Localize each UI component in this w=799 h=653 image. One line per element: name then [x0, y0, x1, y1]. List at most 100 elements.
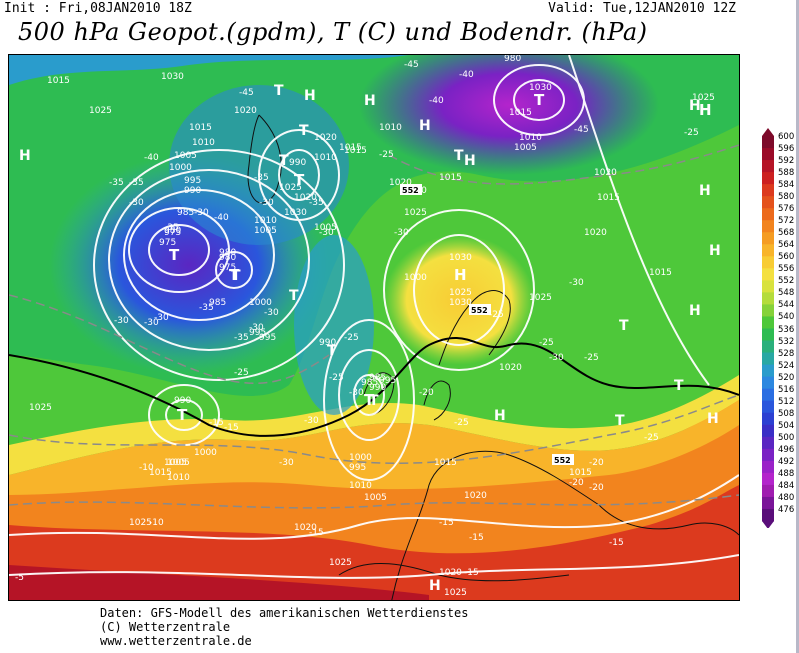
map-symbol: H — [707, 411, 719, 427]
isobar-label: 1005 — [314, 223, 337, 233]
map-symbol: H — [19, 148, 31, 164]
colorbar-swatch — [762, 136, 774, 149]
low-center-t: T — [229, 266, 240, 284]
colorbar-swatch — [762, 496, 774, 510]
isobar-label: 1010 — [192, 138, 215, 148]
colorbar-swatch — [762, 412, 774, 426]
isobar-label: 1025 — [129, 518, 152, 528]
map-symbol: H — [364, 93, 376, 109]
temperature-label: -35 — [309, 198, 324, 208]
colorbar-swatch — [762, 352, 774, 366]
center-value: 1030 — [449, 253, 472, 263]
low-core-scandinavia — [359, 55, 659, 175]
temperature-label: -30 — [129, 198, 144, 208]
temperature-label: -30 — [259, 198, 274, 208]
colorbar-swatch — [762, 256, 774, 269]
map-symbol: H — [304, 88, 316, 104]
temperature-label: -30 — [114, 316, 129, 326]
isobar-label: 1000 — [194, 448, 217, 458]
map-title: 500 hPa Geopot.(gpdm), T (C) und Bodendr… — [18, 18, 648, 46]
thickness-label-box — [469, 304, 491, 315]
contour-552 — [9, 336, 739, 437]
isobar-label: 1025 — [444, 588, 467, 598]
isobar-label: 1000 — [169, 163, 192, 173]
center-value: 1025 — [692, 93, 715, 103]
isobar-label: 1030 — [449, 298, 472, 308]
low-center-t: T — [294, 171, 305, 189]
colorbar-level-label: 520 — [778, 372, 795, 383]
temperature-label: -30 — [264, 308, 279, 318]
map-symbol: H — [429, 578, 441, 594]
isobar-label: 1020 — [294, 523, 317, 533]
map-symbol: H — [494, 408, 506, 424]
isobar-label: 1010 — [349, 481, 372, 491]
isobar-label: 1015 — [149, 468, 172, 478]
band-520 — [9, 55, 409, 85]
temperature-label: -35 — [109, 178, 124, 188]
low-center-t: T — [364, 391, 375, 409]
colorbar-level-label: 480 — [778, 492, 795, 503]
map-symbol: T — [369, 393, 379, 409]
colorbar-swatch — [762, 232, 774, 245]
map-symbol: H — [689, 98, 701, 114]
colorbar-level-label: 524 — [778, 360, 795, 371]
thickness-label: 552 — [554, 456, 571, 465]
colorbar-bottom-arrow — [762, 521, 774, 528]
colorbar-swatch — [762, 160, 774, 173]
isobar-label: 1015 — [344, 146, 367, 156]
temperature-label-layer: -45-40-45-40-45-35-40-35-30-35-40-30-35-… — [15, 60, 699, 583]
isobar-label: 985 — [369, 373, 386, 383]
colorbar-swatch — [762, 472, 774, 486]
temperature-label: -45 — [404, 60, 419, 70]
isobar-label: 1020 — [464, 491, 487, 501]
low-center-t: T — [534, 91, 545, 109]
isobar-label: 1015 — [649, 268, 672, 278]
isobar-label: 1020 — [439, 568, 462, 578]
colorbar-level-label: 576 — [778, 204, 795, 215]
temperature-label: -15 — [464, 568, 479, 578]
temperature-label: -35 — [254, 173, 269, 183]
isotherms — [9, 144, 739, 509]
temperature-label: -30 — [549, 353, 564, 363]
thickness-label-box — [552, 454, 574, 465]
isobar-label: 975 — [159, 238, 176, 248]
warm-band-inner — [9, 565, 429, 600]
colorbar-level-label: 528 — [778, 348, 795, 359]
colorbar-swatch — [762, 376, 774, 390]
temperature-label: -25 — [644, 433, 659, 443]
colorbar-level-label: 504 — [778, 420, 795, 431]
temperature-label: -30 — [249, 323, 264, 333]
isobar-label: 995 — [249, 328, 266, 338]
colorbar-level-label: 508 — [778, 408, 795, 419]
isobar-label: 1010 — [379, 123, 402, 133]
isobar-label: 1015 — [189, 123, 212, 133]
temperature-label: -25 — [489, 310, 504, 320]
colorbar-swatch — [762, 448, 774, 462]
map-symbol: T — [274, 83, 284, 99]
isobar-label: 1005 — [254, 226, 277, 236]
isobar-label: 1025 — [329, 558, 352, 568]
temperature-label: -20 — [419, 388, 434, 398]
colorbar-swatch — [762, 148, 774, 161]
colorbar-level-label: 484 — [778, 480, 795, 491]
pressure-center-values: 975 980 990 985 1030 990 1030 1025 — [164, 83, 715, 406]
temperature-label: -35 — [164, 223, 179, 233]
color-scale-legend — [762, 128, 774, 528]
isobar-label: 1030 — [284, 208, 307, 218]
temperature-label: -30 — [349, 388, 364, 398]
temperature-label: -30 — [319, 228, 334, 238]
temperature-label: -25 — [234, 368, 249, 378]
colorbar-swatch — [762, 220, 774, 233]
isobar-label: 1010 — [167, 473, 190, 483]
isobar-label: 995 — [379, 376, 396, 386]
temperature-label: -40 — [144, 153, 159, 163]
isobar-label: 990 — [369, 383, 386, 393]
isobar-label: 975 — [219, 263, 236, 273]
colorbar-swatch — [762, 268, 774, 281]
colorbar-level-label: 580 — [778, 192, 795, 203]
temperature-label: -30 — [394, 228, 409, 238]
colorbar-level-label: 488 — [778, 468, 795, 479]
colorbar-level-label: 596 — [778, 144, 795, 155]
isobar-label: 985 — [177, 208, 194, 218]
colorbar-level-label: 492 — [778, 456, 795, 467]
